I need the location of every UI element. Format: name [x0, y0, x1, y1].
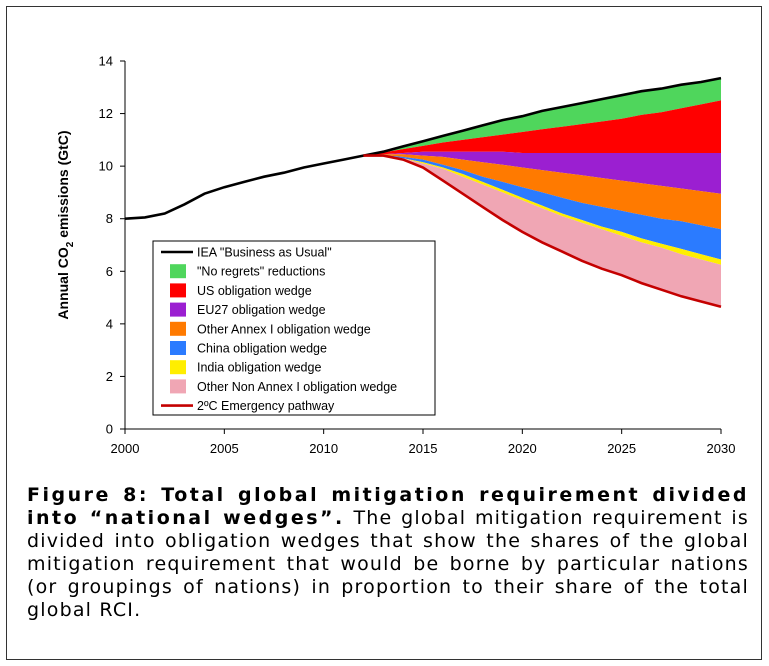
- y-tick-label: 10: [99, 159, 113, 174]
- caption-body: The global mitigation requirement is div…: [27, 507, 749, 621]
- legend-label: 2ºC Emergency pathway: [197, 399, 335, 413]
- legend-swatch: [170, 283, 186, 298]
- legend-label: "No regrets" reductions: [197, 265, 325, 279]
- area-other-non-annex1-wedge: [363, 155, 721, 307]
- legend-swatch: [170, 321, 186, 336]
- legend-box: [152, 240, 436, 416]
- legend-label: EU27 obligation wedge: [197, 303, 326, 317]
- y-tick-label: 0: [106, 422, 113, 437]
- area-china-wedge: [363, 155, 721, 260]
- area-other-annex1-wedge: [363, 154, 721, 230]
- caption-title: Figure 8: Total global mitigation requir…: [27, 484, 749, 529]
- y-tick-label: 6: [106, 264, 113, 279]
- y-tick-label: 2: [106, 369, 113, 384]
- legend-swatch: [170, 379, 186, 394]
- y-tick-label: 4: [106, 316, 113, 331]
- area-no-regrets: [363, 78, 721, 156]
- legend-label: US obligation wedge: [197, 284, 312, 298]
- y-axis-label: Annual CO2 emissions (GtC): [55, 130, 76, 319]
- figure-caption: Figure 8: Total global mitigation requir…: [27, 484, 749, 622]
- x-tick-label: 2005: [210, 441, 239, 456]
- bau-line: [124, 76, 722, 220]
- x-tick-label: 2015: [409, 441, 438, 456]
- legend-label: India obligation wedge: [197, 361, 321, 375]
- emergency-pathway-line: [363, 154, 722, 309]
- x-tick-label: 2030: [707, 441, 736, 456]
- y-tick-label: 8: [106, 211, 113, 226]
- area-us-wedge: [363, 100, 721, 156]
- x-tick-label: 2000: [111, 441, 140, 456]
- legend-swatch: [170, 360, 186, 375]
- y-tick-label: 12: [99, 106, 113, 121]
- legend-swatch: [170, 264, 186, 279]
- legend-swatch: [170, 302, 186, 317]
- chart-lines: [124, 76, 722, 309]
- y-axis-label-sub: 2: [65, 241, 76, 247]
- y-tick-label: 14: [99, 54, 113, 69]
- figure-frame: 0 2 4 6 8 10 12 14 2000 2005 2010 2015 2020 2025 2030 …: [6, 6, 762, 660]
- chart-axes: 0 2 4 6 8 10 12 14 2000 2005 2010 2015 2020 2025 2030: [99, 54, 736, 457]
- legend-label: Other Annex I obligation wedge: [197, 322, 371, 336]
- y-axis-label-main: Annual CO: [55, 247, 71, 319]
- x-tick-label: 2025: [607, 441, 636, 456]
- legend-label: IEA "Business as Usual": [197, 246, 332, 260]
- legend-label: Other Non Annex I obligation wedge: [197, 380, 397, 394]
- chart-legend: IEA "Business as Usual" "No regrets" redu…: [152, 240, 436, 416]
- y-axis-label-rest: emissions (GtC): [55, 130, 71, 241]
- area-eu27-wedge: [363, 151, 721, 194]
- chart-areas: [363, 78, 721, 307]
- area-india-wedge: [363, 155, 721, 265]
- legend-swatch: [170, 341, 186, 355]
- x-tick-label: 2020: [508, 441, 537, 456]
- legend-label: China obligation wedge: [197, 342, 327, 356]
- x-tick-label: 2010: [309, 441, 338, 456]
